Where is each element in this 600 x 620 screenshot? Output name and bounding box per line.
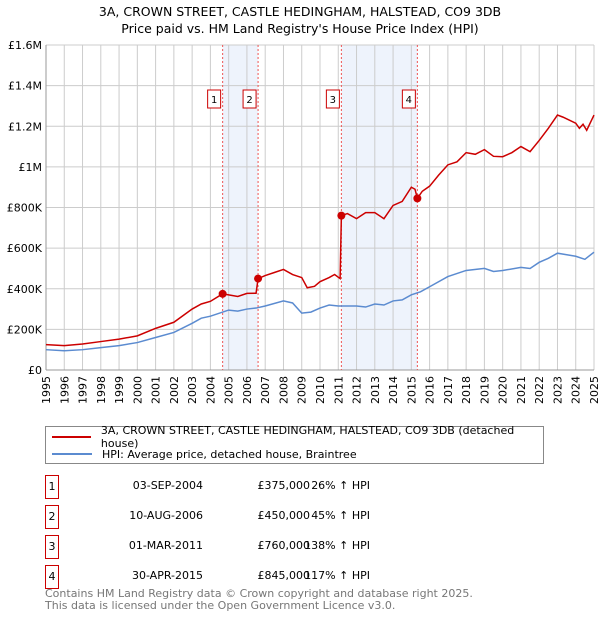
property-price-line (45, 114, 595, 347)
x-tick-label: 2015 (405, 376, 418, 404)
sale-label: 2 (246, 95, 252, 106)
footer-line: This data is licensed under the Open Gov… (45, 598, 396, 612)
y-tick-label: £1.6M (8, 39, 42, 52)
x-tick-label: 2025 (588, 376, 600, 404)
x-tick-label: 2008 (277, 376, 290, 404)
x-tick-label: 1995 (40, 376, 53, 404)
sale-number: 4 (45, 565, 59, 589)
sale-label-box (207, 89, 222, 109)
sale-row: 1 03-SEP-2004 £375,000 26% ↑ HPI (45, 475, 545, 499)
sale-number: 3 (45, 535, 59, 559)
sale-label-box (242, 89, 257, 109)
x-tick-label: 2000 (131, 376, 144, 404)
x-tick-label: 1999 (113, 376, 126, 404)
x-tick-label: 2024 (570, 376, 583, 404)
sale-point (254, 274, 263, 283)
chart-subtitle: Price paid vs. HM Land Registry's House … (121, 21, 479, 36)
sale-hpi-diff: 45% ↑ HPI (311, 509, 370, 522)
sale-price: £450,000 (257, 509, 311, 522)
x-tick-label: 2021 (515, 376, 528, 404)
footer-line: Contains HM Land Registry data © Crown c… (45, 587, 473, 600)
footer: Contains HM Land Registry data © Crown c… (45, 588, 473, 611)
sale-row: 2 10-AUG-2006 £450,000 45% ↑ HPI (45, 505, 545, 529)
sale-label: 1 (211, 95, 217, 106)
legend-swatch-red (52, 436, 91, 438)
sale-point (337, 211, 346, 220)
hpi-line (45, 251, 595, 352)
chart-title: 3A, CROWN STREET, CASTLE HEDINGHAM, HALS… (98, 4, 502, 19)
x-tick-label: 2016 (424, 376, 437, 404)
y-tick-label: £1.2M (8, 120, 42, 133)
legend-swatch-blue (52, 453, 92, 455)
sale-date: 03-SEP-2004 (132, 479, 203, 492)
sale-date: 30-APR-2015 (131, 569, 203, 582)
sale-label-box (325, 89, 340, 109)
sale-point (218, 289, 227, 298)
sale-label: 4 (406, 95, 412, 106)
y-tick-label: £400K (7, 283, 43, 296)
sale-hpi-diff: 26% ↑ HPI (311, 479, 370, 492)
x-tick-label: 2012 (351, 376, 364, 404)
x-tick-label: 2006 (241, 376, 254, 404)
y-tick-label: £200K (7, 323, 43, 336)
sale-label: 3 (330, 95, 336, 106)
sale-number: 1 (45, 475, 59, 499)
x-tick-label: 1997 (77, 376, 90, 404)
sale-price: £375,000 (257, 479, 311, 492)
x-tick-label: 2005 (223, 376, 236, 404)
x-tick-label: 2017 (442, 376, 455, 404)
x-tick-label: 2010 (314, 376, 327, 404)
x-tick-label: 2023 (551, 376, 564, 404)
x-tick-label: 1998 (95, 376, 108, 404)
y-tick-label: £1M (19, 161, 43, 174)
sale-row: 4 30-APR-2015 £845,000 117% ↑ HPI (45, 565, 545, 589)
legend: 3A, CROWN STREET, CASTLE HEDINGHAM, HALS… (45, 424, 544, 464)
x-tick-label: 2013 (369, 376, 382, 404)
x-tick-label: 2009 (296, 376, 309, 404)
sale-hpi-diff: 117% ↑ HPI (304, 569, 370, 582)
x-tick-label: 2014 (387, 376, 400, 404)
sale-hpi-diff: 138% ↑ HPI (304, 539, 370, 552)
legend-label: HPI: Average price, detached house, Brai… (102, 447, 357, 461)
x-tick-label: 2020 (497, 376, 510, 404)
x-tick-label: 2002 (168, 376, 181, 404)
sale-date: 01-MAR-2011 (128, 539, 203, 552)
x-tick-label: 2001 (150, 376, 163, 404)
x-tick-label: 2019 (478, 376, 491, 404)
sale-point (413, 194, 422, 203)
sale-row: 3 01-MAR-2011 £760,000 138% ↑ HPI (45, 535, 545, 559)
y-tick-label: £600K (7, 242, 43, 255)
price-chart: 1995 1996 1997 1998 1999 2000 2001 2002 2003 2004… (7, 39, 600, 404)
legend-label: 3A, CROWN STREET, CASTLE HEDINGHAM, HALS… (100, 424, 515, 450)
x-tick-label: 2022 (533, 376, 546, 404)
x-tick-label: 2011 (332, 376, 345, 404)
sale-price: £845,000 (257, 569, 311, 582)
y-tick-label: £0 (28, 364, 42, 377)
x-tick-label: 2007 (259, 376, 272, 404)
sale-date: 10-AUG-2006 (129, 509, 203, 522)
x-tick-label: 2003 (186, 376, 199, 404)
x-tick-label: 2018 (460, 376, 473, 404)
y-tick-label: £800K (7, 202, 43, 215)
sale-label-box (401, 89, 416, 109)
legend-item-property: 3A, CROWN STREET, CASTLE HEDINGHAM, HALS… (52, 424, 543, 450)
sale-price: £760,000 (257, 539, 311, 552)
legend-item-hpi: HPI: Average price, detached house, Brai… (52, 446, 357, 462)
y-tick-label: £1.4M (8, 80, 42, 93)
sale-number: 2 (45, 505, 59, 529)
x-tick-label: 1996 (58, 376, 71, 404)
x-tick-label: 2004 (204, 376, 217, 404)
